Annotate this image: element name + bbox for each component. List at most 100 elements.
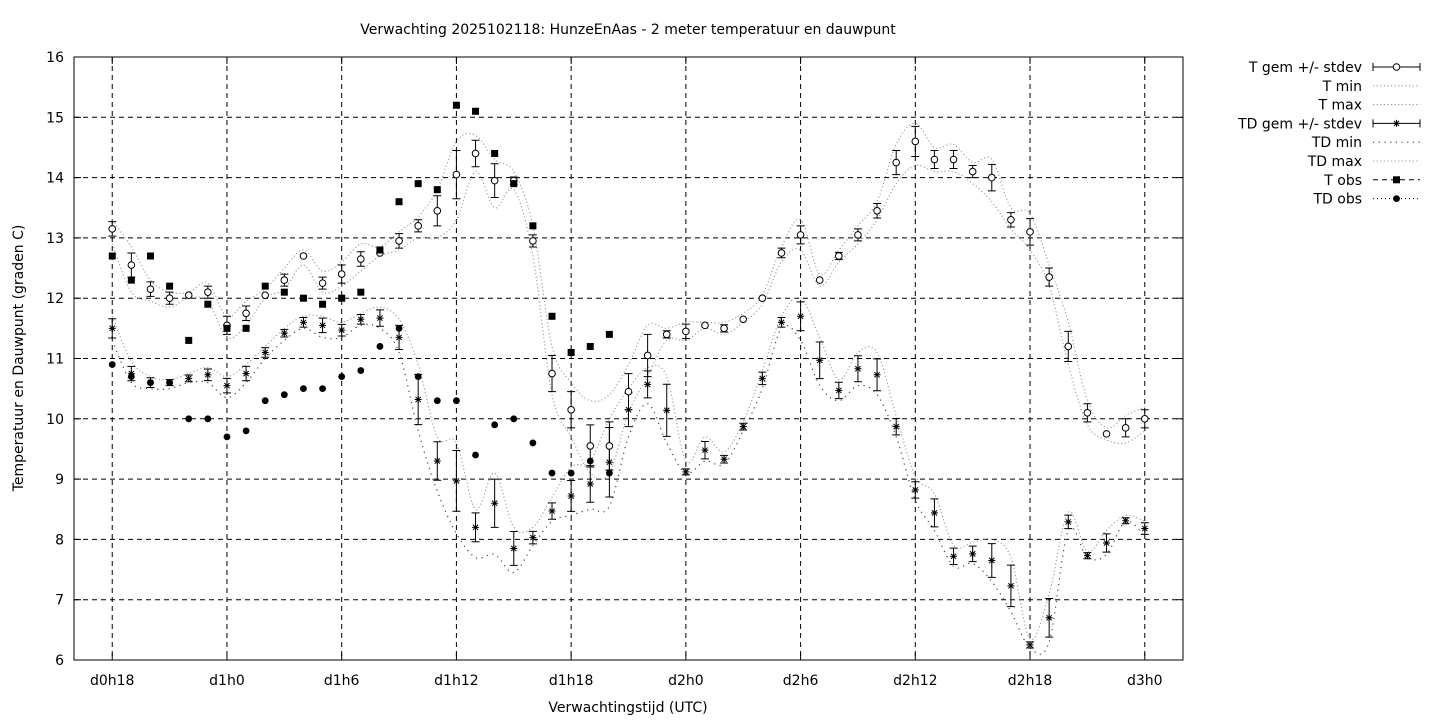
data-point — [930, 509, 938, 517]
data-point — [299, 252, 308, 260]
y-axis-label: Temperatuur en Dauwpunt (graden C) — [11, 225, 27, 493]
data-point — [1102, 430, 1111, 438]
data-point — [835, 252, 843, 260]
data-point — [987, 173, 996, 182]
data-point — [1083, 408, 1092, 417]
y-tick-label: 13 — [46, 231, 64, 247]
data-point — [510, 544, 518, 552]
data-point — [1007, 582, 1015, 590]
data-point — [452, 170, 461, 179]
data-point — [548, 469, 556, 477]
y-tick-label: 11 — [46, 352, 64, 368]
legend: T gem +/- stdev T min T max TD gem +/- stde… — [1237, 60, 1421, 208]
data-point — [414, 180, 422, 188]
data-point — [1140, 415, 1149, 423]
data-point — [1026, 228, 1034, 236]
data-point — [319, 385, 326, 393]
data-point — [452, 477, 460, 485]
data-point — [261, 397, 269, 405]
y-tick-label: 15 — [46, 110, 64, 126]
data-point — [395, 333, 403, 341]
data-point — [357, 255, 365, 263]
x-tick-label: d1h12 — [434, 673, 478, 689]
data-point — [376, 314, 384, 322]
data-point — [376, 246, 384, 254]
data-point — [319, 321, 327, 329]
data-point — [223, 433, 231, 441]
data-point — [949, 155, 958, 164]
data-point — [1103, 539, 1111, 547]
data-point — [357, 288, 365, 296]
data-point — [433, 206, 442, 215]
data-point — [663, 406, 671, 414]
legend-label: T min — [1322, 79, 1362, 95]
data-point — [816, 356, 824, 364]
data-point — [1064, 342, 1073, 351]
data-point — [586, 480, 594, 488]
data-point — [127, 373, 135, 380]
data-point — [261, 291, 270, 299]
data-point — [280, 329, 288, 337]
data-point — [242, 427, 250, 435]
data-point — [701, 446, 709, 454]
data-point — [184, 291, 193, 299]
data-point — [242, 324, 250, 332]
data-point — [662, 330, 671, 339]
x-tick-label: d1h6 — [324, 673, 360, 689]
x-tick-label: d1h0 — [209, 673, 245, 689]
data-point — [873, 371, 881, 379]
data-point — [453, 397, 460, 405]
data-point — [185, 374, 193, 382]
data-point — [185, 415, 193, 423]
data-point — [969, 550, 977, 558]
x-axis-label: Verwachtingstijd (UTC) — [548, 700, 707, 716]
data-point — [796, 231, 805, 239]
data-point — [414, 222, 422, 230]
data-point — [204, 415, 212, 423]
data-point — [739, 315, 748, 324]
data-point — [529, 534, 537, 542]
data-point — [529, 237, 537, 245]
data-point — [414, 373, 422, 380]
data-point — [338, 373, 346, 380]
data-point — [1122, 517, 1130, 525]
data-point — [433, 457, 441, 465]
data-point — [319, 300, 327, 308]
data-point — [280, 391, 288, 399]
data-point — [166, 379, 174, 387]
data-point — [911, 486, 919, 494]
data-point — [280, 288, 288, 296]
data-point — [930, 155, 939, 164]
data-point — [968, 167, 977, 176]
data-point — [376, 343, 384, 350]
data-point — [1045, 614, 1053, 622]
data-point — [625, 406, 632, 414]
data-point — [337, 270, 346, 278]
y-tick-label: 14 — [46, 171, 64, 187]
data-point — [357, 315, 365, 323]
chart-title: Verwachting 2025102118: HunzeEnAas - 2 m… — [360, 22, 896, 38]
data-point — [1045, 273, 1053, 281]
x-tick-label: d2h6 — [783, 673, 819, 689]
data-point — [624, 387, 633, 396]
data-point — [510, 415, 518, 423]
x-tick-label: d0h18 — [90, 673, 134, 689]
data-point — [567, 348, 575, 356]
data-point — [1026, 641, 1034, 649]
data-point — [1083, 552, 1091, 560]
data-point — [242, 370, 250, 378]
data-point — [318, 279, 327, 287]
data-point — [835, 386, 843, 394]
data-point — [815, 276, 824, 284]
data-point — [472, 523, 480, 531]
data-point — [472, 451, 479, 459]
data-points — [108, 101, 1149, 649]
data-point — [338, 294, 346, 302]
data-point — [892, 158, 900, 167]
data-point — [605, 442, 614, 450]
data-point — [586, 442, 595, 450]
data-point — [280, 276, 289, 284]
x-tick-label: d3h0 — [1127, 673, 1163, 689]
data-point — [567, 492, 575, 500]
legend-label: T gem +/- stdev — [1248, 60, 1362, 76]
